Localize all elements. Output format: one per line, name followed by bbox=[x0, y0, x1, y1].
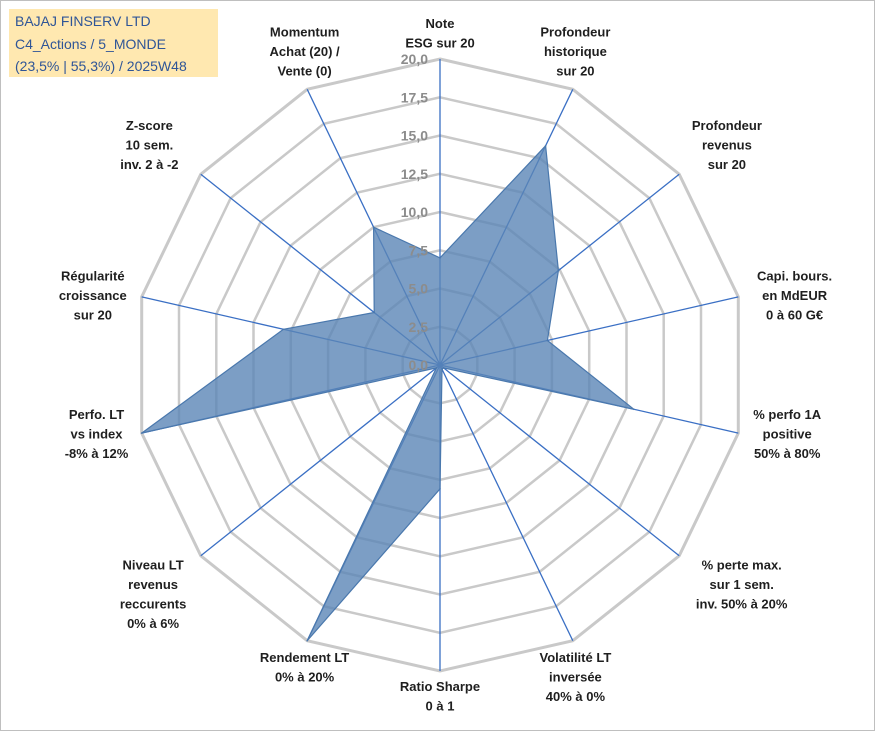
axis-label-line: reccurents bbox=[120, 597, 186, 612]
axis-label: Profondeur revenus sur 20 bbox=[692, 118, 762, 172]
axis-label-line: % perfo 1A bbox=[753, 407, 822, 422]
axis-label: Niveau LT revenus reccurents 0% à 6% bbox=[120, 558, 186, 632]
axis-label: Rendement LT 0% à 20% bbox=[260, 650, 349, 685]
axis-label: Perfo. LT vs index -8% à 12% bbox=[65, 407, 129, 461]
axis-label: Z-score 10 sem. inv. 2 à -2 bbox=[120, 118, 178, 172]
data-point bbox=[373, 311, 376, 314]
axis-label: Régularité croissance sur 20 bbox=[59, 268, 127, 322]
data-point bbox=[441, 368, 443, 370]
data-point bbox=[442, 367, 445, 369]
axis-label-line: 0 à 60 G€ bbox=[766, 307, 823, 322]
tick-label: 0,0 bbox=[409, 357, 429, 373]
axis-label-line: -8% à 12% bbox=[65, 446, 129, 461]
axis-label-line: positive bbox=[763, 427, 812, 442]
axis-label-line: sur 1 sem. bbox=[710, 577, 774, 592]
tick-label: 20,0 bbox=[401, 51, 428, 67]
axis-label-line: 0 à 1 bbox=[426, 699, 455, 714]
axis-label-line: Ratio Sharpe bbox=[400, 679, 480, 694]
axis-label: Capi. bours. en MdEUR 0 à 60 G€ bbox=[757, 268, 832, 322]
data-point bbox=[439, 257, 441, 259]
tick-label: 5,0 bbox=[409, 281, 429, 297]
axis-label-line: Achat (20) / bbox=[270, 44, 340, 59]
axis-label-line: Niveau LT bbox=[123, 558, 184, 573]
axis-label-line: en MdEUR bbox=[762, 288, 828, 303]
axis-label-line: revenus bbox=[702, 138, 752, 153]
title-company: BAJAJ FINSERV LTD bbox=[15, 13, 151, 29]
data-point bbox=[546, 339, 549, 342]
axis-label: % perte max. sur 1 sem. inv. 50% à 20% bbox=[696, 558, 788, 612]
axis-label-line: sur 20 bbox=[708, 157, 746, 172]
axis-label: % perfo 1A positive 50% à 80% bbox=[753, 407, 822, 461]
axis-spoke bbox=[439, 364, 680, 557]
axis-label-line: historique bbox=[544, 44, 607, 59]
title-box: BAJAJ FINSERV LTD C4_Actions / 5_MONDE (… bbox=[9, 9, 218, 77]
axis-labels: Note ESG sur 20 Profondeur historique sur 20… bbox=[59, 16, 832, 714]
title-category: C4_Actions / 5_MONDE bbox=[15, 36, 166, 52]
axis-label-line: sur 20 bbox=[74, 307, 112, 322]
tick-label: 10,0 bbox=[401, 204, 428, 220]
axis-label-line: Momentum bbox=[270, 24, 339, 39]
axis-label-line: % perte max. bbox=[702, 558, 782, 573]
axis-label: Profondeur historique sur 20 bbox=[540, 24, 610, 78]
axis-label-line: vs index bbox=[70, 427, 123, 442]
axis-label: Momentum Achat (20) / Vente (0) bbox=[270, 24, 340, 78]
axis-label-line: inv. 2 à -2 bbox=[120, 157, 178, 172]
axis-label-line: 0% à 20% bbox=[275, 670, 335, 685]
tick-label: 12,5 bbox=[401, 166, 428, 182]
radar-series bbox=[140, 144, 635, 642]
axis-label: Volatilité LT inversée 40% à 0% bbox=[540, 650, 612, 704]
axis-label-line: Volatilité LT bbox=[540, 650, 612, 665]
data-point bbox=[372, 226, 375, 228]
axis-label-line: 40% à 0% bbox=[546, 689, 606, 704]
axis-label-line: 50% à 80% bbox=[754, 446, 821, 461]
tick-label: 17,5 bbox=[401, 89, 428, 105]
axis-label-line: inversée bbox=[549, 670, 602, 685]
data-point bbox=[439, 488, 441, 490]
axis-label-line: Note bbox=[426, 16, 455, 31]
axis-label-line: Profondeur bbox=[540, 24, 610, 39]
tick-label: 7,5 bbox=[409, 242, 429, 258]
data-point bbox=[140, 432, 143, 434]
tick-label: 15,0 bbox=[401, 128, 428, 144]
data-point bbox=[306, 639, 309, 642]
axis-label-line: 0% à 6% bbox=[127, 616, 179, 631]
axis-label-line: Profondeur bbox=[692, 118, 762, 133]
axis-label-line: Régularité bbox=[61, 268, 125, 283]
axis-label-line: sur 20 bbox=[556, 63, 594, 78]
axis-spoke bbox=[200, 364, 441, 557]
axis-label-line: Z-score bbox=[126, 118, 173, 133]
axis-label-line: inv. 50% à 20% bbox=[696, 597, 788, 612]
axis-label-line: croissance bbox=[59, 288, 127, 303]
data-point bbox=[544, 145, 547, 147]
data-point bbox=[633, 408, 635, 411]
data-point bbox=[557, 269, 560, 272]
data-point bbox=[282, 328, 285, 331]
axis-label-line: Rendement LT bbox=[260, 650, 349, 665]
axis-label: Note ESG sur 20 bbox=[405, 16, 474, 51]
axis-label-line: Capi. bours. bbox=[757, 268, 832, 283]
axis-label: Ratio Sharpe 0 à 1 bbox=[400, 679, 480, 714]
axis-label-line: Vente (0) bbox=[278, 63, 332, 78]
axis-label-line: revenus bbox=[128, 577, 178, 592]
title-period: (23,5% | 55,3%) / 2025W48 bbox=[15, 58, 187, 74]
data-point bbox=[435, 367, 438, 369]
tick-label: 2,5 bbox=[409, 319, 429, 335]
axis-spoke bbox=[439, 364, 574, 641]
axis-label-line: ESG sur 20 bbox=[405, 36, 474, 51]
axis-label-line: Perfo. LT bbox=[69, 407, 124, 422]
axis-label-line: 10 sem. bbox=[126, 138, 174, 153]
radial-tick-labels: 0,0 2,5 5,0 7,5 10,0 12,5 15,0 17,5 20,0 bbox=[401, 51, 428, 373]
